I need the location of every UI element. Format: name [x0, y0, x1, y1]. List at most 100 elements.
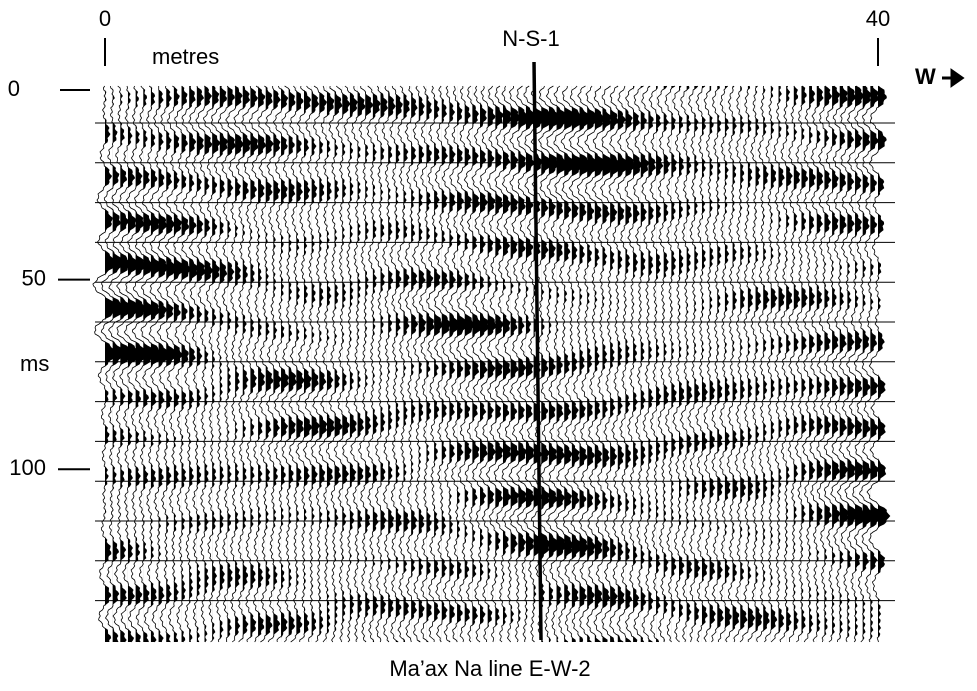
y-tick-label: 50 [22, 265, 46, 290]
trace-fill [235, 86, 244, 642]
trace-fill [656, 86, 663, 642]
trace [257, 85, 274, 643]
trace-fill [786, 86, 793, 642]
trace [679, 85, 693, 643]
trace [591, 85, 614, 643]
trace [648, 86, 664, 643]
trace [823, 85, 841, 643]
trace-fill [855, 86, 866, 642]
trace [156, 85, 177, 643]
trace-fill [380, 86, 388, 642]
trace [463, 85, 483, 643]
trace [599, 85, 621, 643]
trace-fill [112, 86, 124, 642]
trace [217, 85, 237, 643]
trace [140, 85, 163, 643]
trace [341, 85, 359, 643]
trace [794, 85, 809, 643]
well-line [532, 61, 543, 641]
trace [616, 85, 636, 643]
trace [92, 85, 117, 643]
trace [568, 85, 592, 643]
trace [358, 85, 374, 643]
trace-fill [832, 86, 841, 642]
y-axis-label: ms [20, 351, 49, 376]
trace [241, 85, 259, 643]
trace [501, 85, 521, 643]
trace [739, 85, 756, 643]
trace [733, 85, 748, 643]
well-label: N-S-1 [502, 26, 559, 51]
direction-arrow [942, 68, 965, 88]
trace-fill [594, 86, 606, 642]
trace [100, 85, 125, 643]
trace [281, 85, 298, 643]
trace [404, 86, 419, 643]
trace-fill [824, 86, 832, 642]
trace-fill [265, 86, 274, 642]
trace [202, 85, 221, 643]
trace [148, 86, 169, 643]
trace [211, 85, 228, 643]
trace [656, 85, 671, 643]
trace [366, 85, 381, 643]
trace [816, 85, 833, 643]
trace [844, 85, 866, 643]
trace-fill [296, 86, 305, 642]
trace-fill [227, 86, 236, 642]
trace [411, 85, 427, 643]
trace-fill [326, 86, 335, 642]
trace-fill [717, 86, 724, 642]
trace [866, 85, 891, 643]
trace [456, 85, 475, 643]
trace [418, 85, 435, 643]
trace-fill [120, 86, 132, 642]
trace-fill [579, 86, 591, 642]
trace [441, 85, 460, 643]
trace-fill [196, 86, 206, 642]
x-tick-label: 0 [99, 6, 111, 31]
trace [624, 85, 643, 643]
trace [389, 85, 403, 643]
trace-fill [204, 86, 213, 642]
trace-fill [839, 86, 849, 642]
trace [632, 85, 649, 643]
trace [471, 85, 490, 643]
trace-fill [135, 86, 147, 642]
trace [493, 85, 512, 643]
trace [272, 85, 290, 643]
trace-fill [150, 86, 162, 642]
trace [326, 85, 343, 643]
trace-fill [105, 86, 117, 642]
trace [711, 85, 724, 643]
trace [302, 85, 321, 643]
trace-fill [158, 86, 169, 642]
trace-fill [510, 86, 521, 642]
trace [132, 85, 155, 643]
trace [703, 85, 716, 643]
trace-fill [480, 86, 489, 642]
trace [195, 85, 214, 643]
trace-fill [847, 86, 858, 642]
trace-fill [181, 86, 191, 642]
trace-fill [127, 86, 140, 642]
trace [801, 85, 816, 643]
trace [249, 85, 267, 643]
trace [576, 85, 599, 643]
trace [381, 85, 396, 643]
trace [756, 85, 770, 643]
trace-fill [250, 86, 258, 642]
trace-fill [564, 86, 576, 642]
trace [779, 85, 793, 643]
x-tick-label: 40 [866, 6, 890, 31]
trace [770, 85, 785, 643]
trace [478, 85, 498, 643]
seismic-section [92, 85, 895, 643]
trace [608, 85, 628, 643]
trace-fill [166, 86, 176, 642]
trace-fill [143, 86, 155, 642]
trace [584, 85, 607, 643]
x-axis-label: metres [152, 44, 219, 69]
trace [545, 85, 569, 643]
trace [318, 85, 336, 643]
